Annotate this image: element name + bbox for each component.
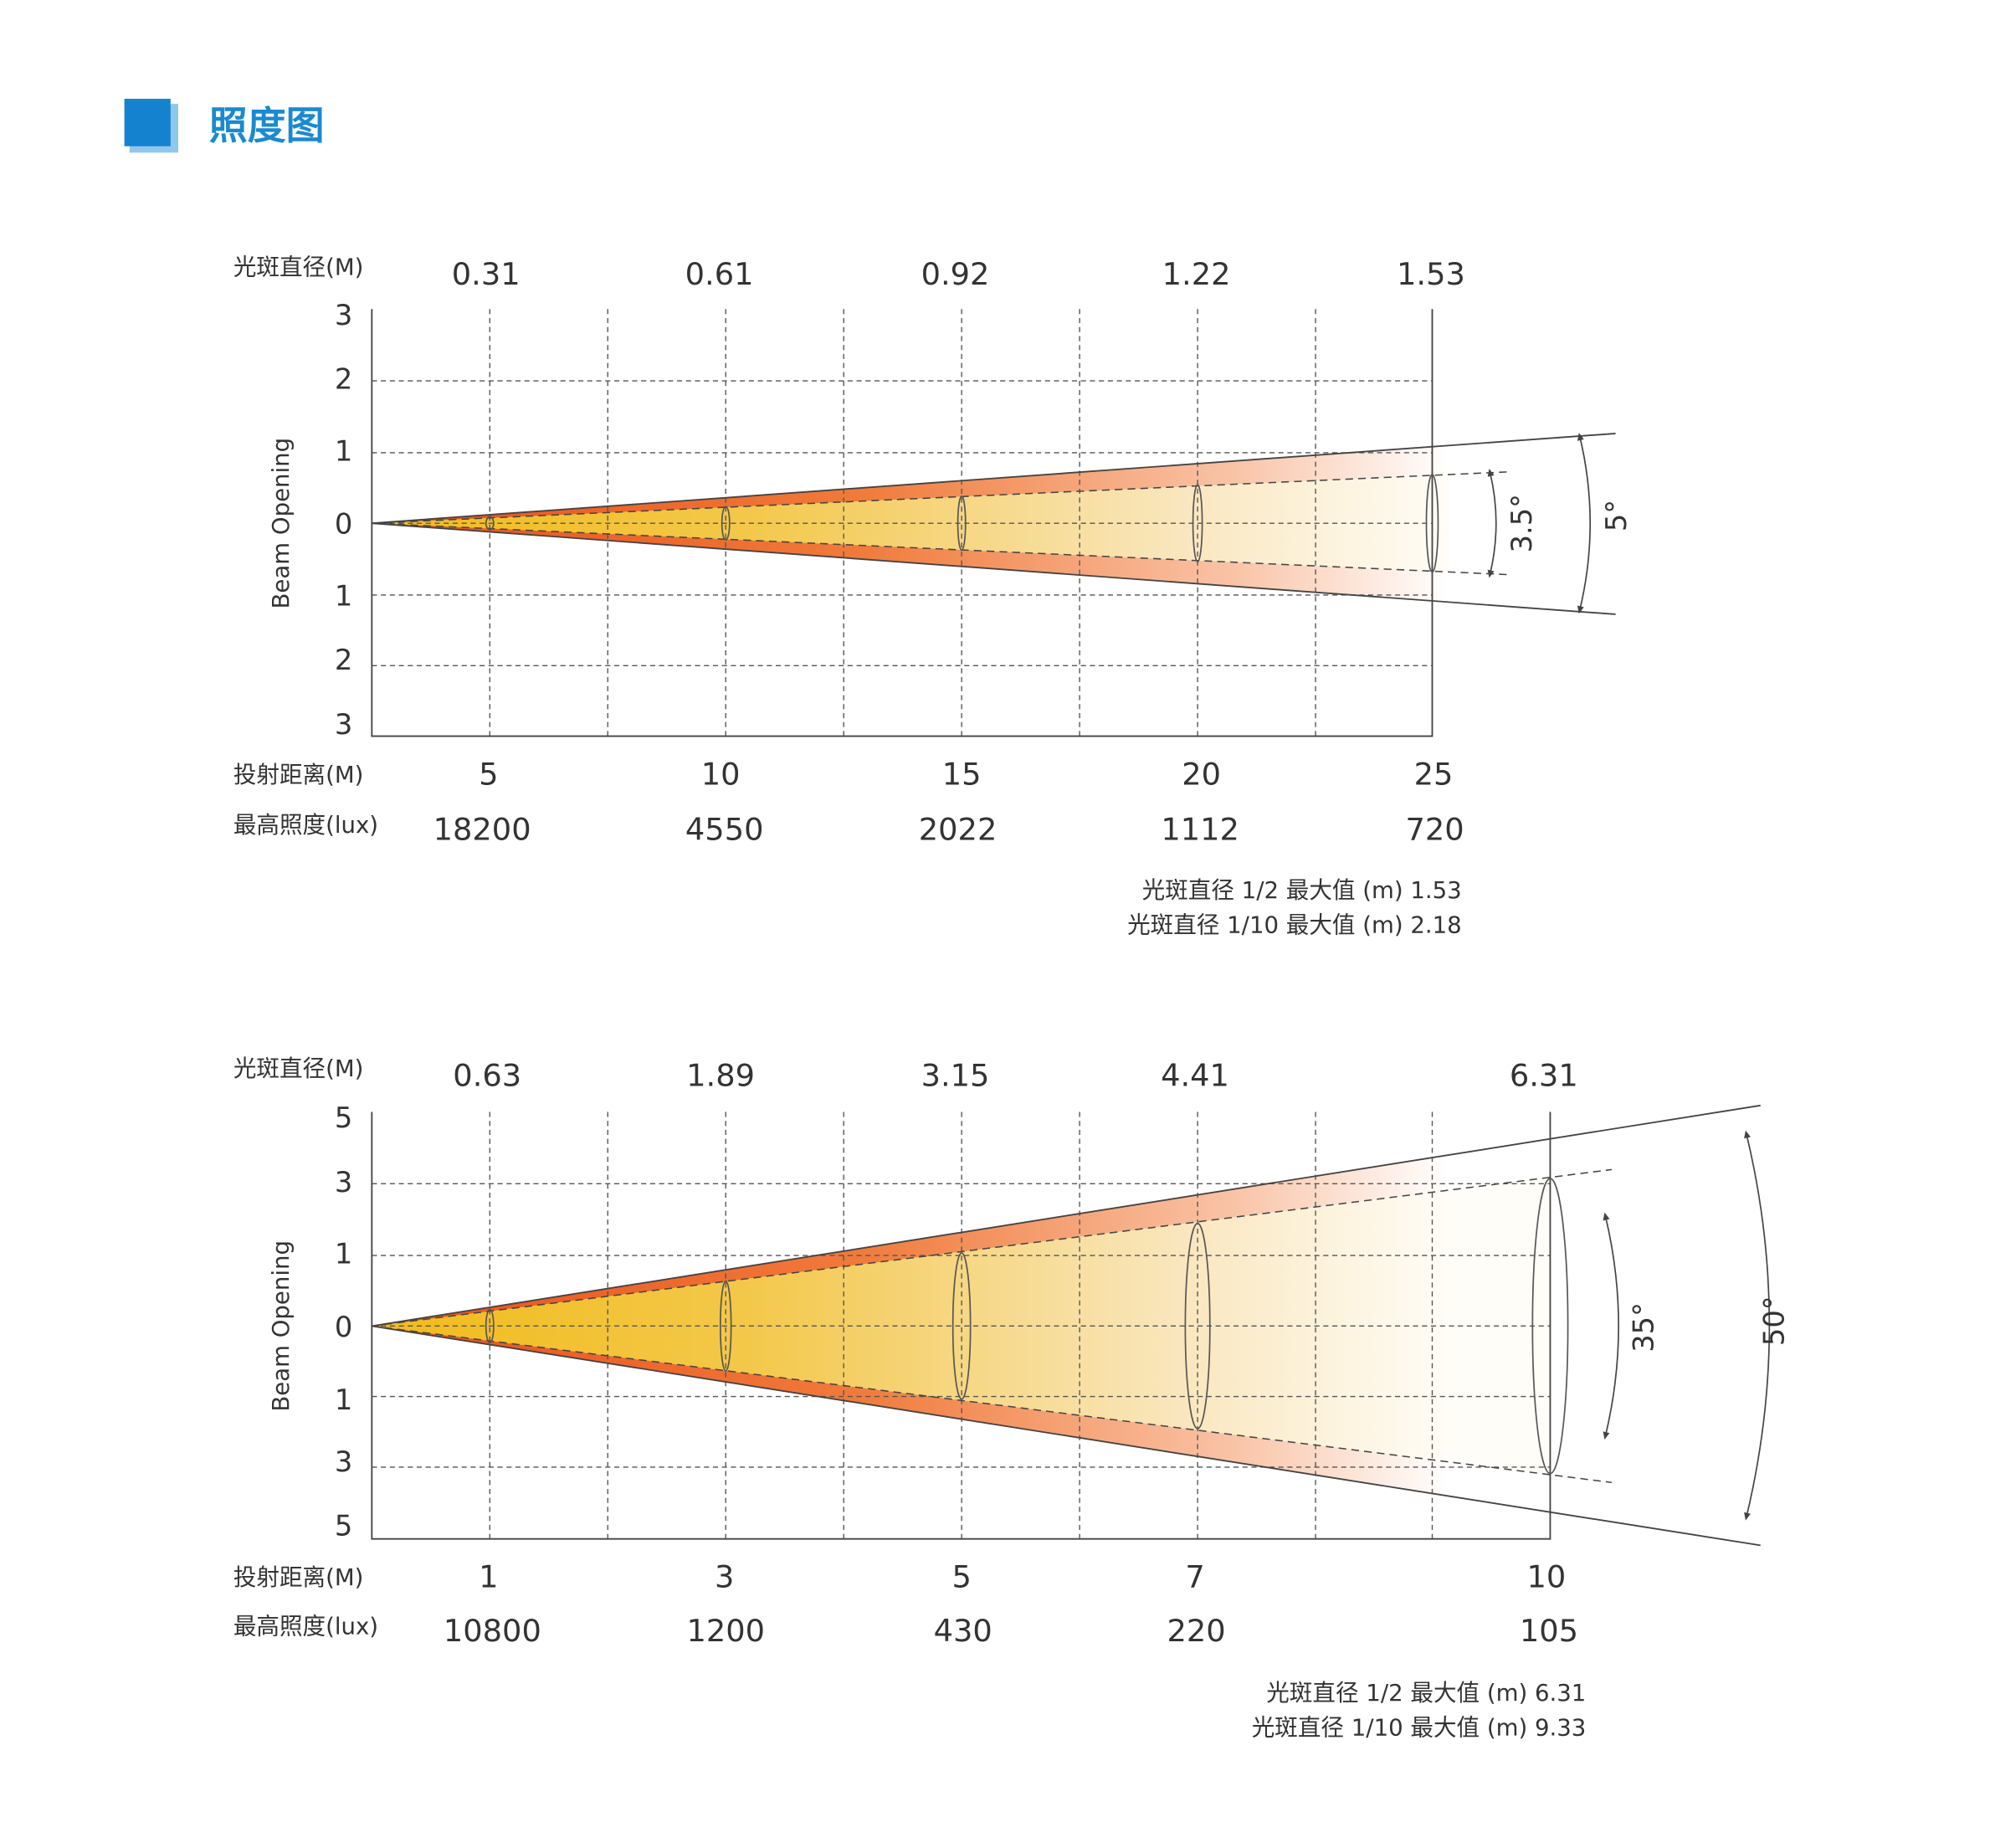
beam-edge [372, 1325, 1761, 1547]
y-tick-label: 1 [335, 434, 352, 467]
lux-value: 4550 [685, 811, 764, 847]
distance: 5 [951, 1559, 971, 1595]
header-icon [124, 99, 171, 146]
distance: 15 [942, 757, 982, 793]
angle-label: 35° [1627, 1302, 1659, 1353]
y-tick-label: 5 [335, 1101, 352, 1134]
spot-ellipse [1192, 484, 1203, 562]
angle-arc [1487, 468, 1497, 578]
angle-label: 5° [1600, 500, 1633, 531]
spot-ellipse [1425, 474, 1439, 573]
spot-diameter: 0.63 [453, 1058, 521, 1094]
spot-diameter: 1.53 [1397, 256, 1465, 292]
distance-label: 投射距离(M) [233, 1563, 364, 1591]
lux-value: 2022 [919, 811, 998, 847]
spot-diameter: 4.41 [1161, 1058, 1229, 1094]
y-tick-label: 1 [335, 1383, 352, 1416]
beam-inner-edge [372, 1168, 1613, 1327]
lux-value: 1200 [686, 1613, 765, 1649]
distance-label: 投射距离(M) [233, 761, 364, 788]
lux-value: 105 [1520, 1613, 1578, 1649]
y-tick-label: 0 [335, 508, 352, 541]
y-axis-label: Beam Opening [267, 438, 295, 609]
spot-diameter: 3.15 [921, 1058, 990, 1094]
lux-value: 1112 [1161, 811, 1239, 847]
lux-value: 430 [934, 1613, 992, 1649]
lux-value: 720 [1405, 811, 1464, 847]
distance: 1 [479, 1559, 498, 1595]
distance: 3 [715, 1559, 734, 1595]
spot-ellipse [951, 1252, 972, 1400]
spot-diameter: 1.89 [686, 1058, 755, 1094]
y-tick-label: 1 [335, 580, 352, 613]
beam-edge [372, 433, 1616, 525]
note: 光斑直径 1/10 最大值 (m) 2.18 [1127, 911, 1462, 938]
beam-inner [372, 1177, 1551, 1476]
y-tick-label: 3 [335, 708, 352, 741]
spot-ellipse [1184, 1222, 1211, 1430]
spot-diameter: 0.92 [921, 256, 990, 292]
lux-value: 18200 [433, 811, 531, 847]
y-tick-label: 5 [335, 1509, 352, 1542]
y-tick-label: 1 [335, 1238, 352, 1270]
spot-diameter: 1.22 [1162, 256, 1231, 292]
angle-arc [1744, 1130, 1771, 1521]
header-title: 照度图 [209, 103, 325, 148]
spot-ellipse [485, 516, 495, 531]
y-tick-label: 3 [335, 299, 352, 331]
lux-value: 10800 [444, 1613, 541, 1649]
lux-label: 最高照度(lux) [233, 1612, 378, 1640]
spot-ellipse [957, 495, 967, 552]
lux-label: 最高照度(lux) [233, 811, 378, 839]
y-tick-label: 2 [335, 363, 352, 396]
y-tick-label: 3 [335, 1166, 352, 1199]
spot-diameter: 0.31 [452, 256, 521, 292]
lux-value: 220 [1167, 1613, 1225, 1649]
spot-label: 光斑直径(M) [233, 253, 364, 280]
beam-edge [372, 1104, 1761, 1327]
y-tick-label: 0 [335, 1311, 352, 1343]
y-tick-label: 2 [335, 644, 352, 676]
beam-inner-edge [372, 522, 1507, 576]
distance: 10 [701, 757, 741, 793]
distance: 10 [1526, 1559, 1566, 1595]
beam-edge [372, 522, 1616, 615]
spot-label: 光斑直径(M) [233, 1055, 364, 1082]
distance: 7 [1185, 1559, 1204, 1595]
angle-label: 3.5° [1505, 494, 1538, 552]
spot-ellipse [485, 1308, 495, 1344]
angle-arc [1577, 433, 1591, 614]
note: 光斑直径 1/2 最大值 (m) 6.31 [1266, 1679, 1586, 1707]
y-tick-label: 3 [335, 1445, 352, 1478]
distance: 25 [1414, 757, 1454, 793]
angle-arc [1603, 1212, 1619, 1440]
spot-ellipse [1531, 1178, 1569, 1475]
distance: 5 [479, 757, 498, 793]
distance: 20 [1182, 757, 1221, 793]
beam-inner-edge [372, 471, 1507, 524]
angle-label: 50° [1758, 1296, 1791, 1346]
beam-inner-edge [372, 1325, 1613, 1484]
note: 光斑直径 1/2 最大值 (m) 1.53 [1142, 876, 1462, 904]
spot-diameter: 6.31 [1510, 1058, 1578, 1094]
y-axis-label: Beam Opening [267, 1240, 295, 1412]
spot-ellipse [721, 506, 731, 541]
note: 光斑直径 1/10 最大值 (m) 9.33 [1252, 1713, 1587, 1741]
spot-ellipse [719, 1280, 732, 1372]
spot-diameter: 0.61 [685, 256, 754, 292]
